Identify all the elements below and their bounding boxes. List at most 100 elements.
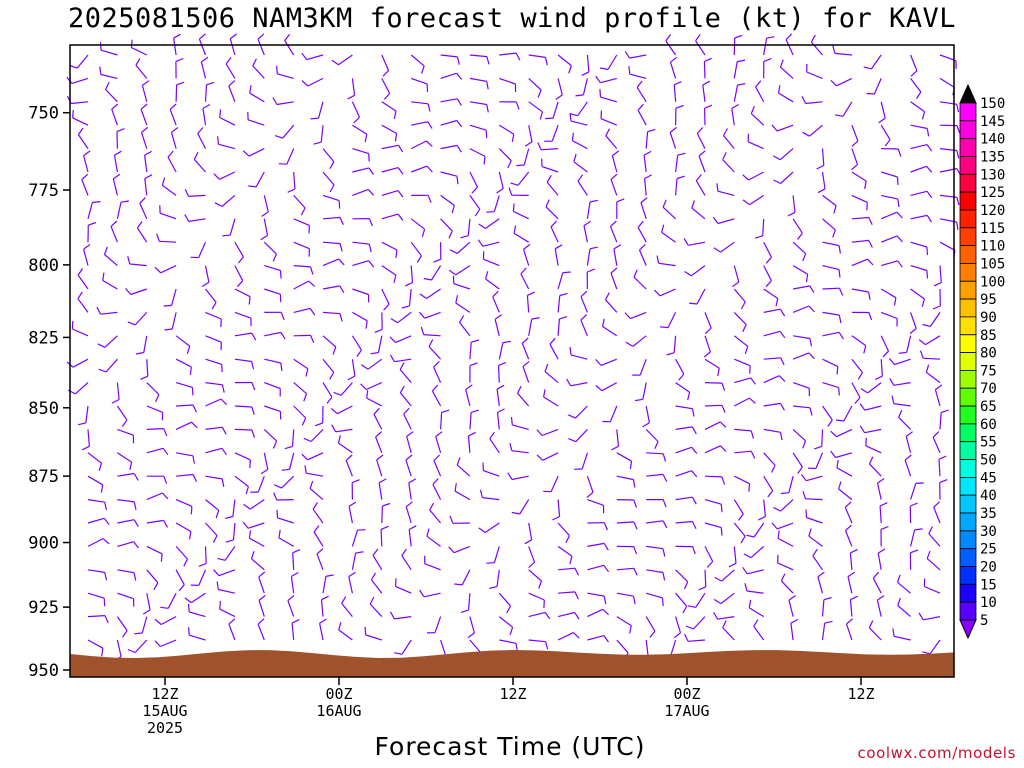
wind-barb [175, 545, 189, 567]
wind-barb [263, 428, 278, 449]
wind-barb [494, 314, 502, 336]
wind-barb [922, 639, 941, 655]
wind-barb [234, 332, 257, 341]
wind-barb [822, 287, 844, 296]
wind-barb [558, 591, 579, 600]
wind-barb [87, 569, 108, 581]
wind-barb [173, 33, 181, 56]
wind-barb [135, 335, 148, 355]
wind-barbs [66, 33, 962, 662]
wind-barb [313, 525, 324, 547]
credit-link[interactable]: coolwx.com/models [857, 744, 1016, 762]
wind-barb [616, 545, 638, 555]
wind-barb [290, 571, 299, 594]
colorbar-label: 60 [980, 417, 997, 433]
wind-barb [698, 150, 706, 173]
wind-barb [616, 592, 636, 605]
wind-barb [817, 171, 826, 194]
wind-barb [675, 426, 697, 435]
wind-barb [395, 578, 412, 594]
colorbar-swatch [959, 566, 977, 585]
wind-barb [662, 199, 677, 220]
x-tick-label: 17AUG [664, 702, 709, 720]
plot-frame [69, 44, 955, 678]
wind-barb [381, 54, 390, 77]
wind-barb [257, 618, 265, 641]
wind-barb [449, 515, 470, 524]
wind-barb [643, 150, 652, 173]
wind-barb [234, 265, 244, 288]
wind-barb [616, 567, 638, 576]
wind-barb [905, 431, 913, 453]
wind-barb [554, 244, 563, 266]
wind-barb [322, 335, 337, 355]
wind-barb [866, 78, 882, 95]
wind-barb [205, 398, 228, 407]
wind-barb [467, 431, 476, 453]
wind-barb [586, 246, 598, 266]
wind-barb [410, 165, 433, 173]
wind-barb [616, 452, 633, 470]
wind-barb [190, 241, 207, 259]
wind-barb [496, 408, 505, 430]
wind-barb [411, 194, 432, 203]
wind-barb [202, 103, 211, 126]
wind-barb [859, 425, 882, 434]
wind-barb [586, 199, 599, 219]
wind-barb [675, 175, 685, 196]
wind-barb [225, 57, 236, 79]
wind-barb [573, 153, 588, 173]
wind-barb [405, 454, 413, 477]
colorbar-swatch [959, 494, 977, 514]
wind-barb [204, 81, 215, 102]
wind-barb [406, 431, 414, 453]
y-tick-label: 825 [28, 328, 59, 348]
wind-barb [432, 478, 442, 500]
wind-barb [217, 546, 236, 561]
wind-barb [645, 616, 656, 638]
wind-barb [557, 545, 573, 565]
wind-barb [111, 382, 120, 404]
wind-barb [261, 195, 269, 217]
wind-barb [645, 128, 656, 149]
wind-barb [793, 405, 813, 416]
wind-barb [771, 522, 794, 530]
wind-barb [537, 142, 559, 151]
colorbar-label: 120 [980, 203, 1005, 219]
wind-barb [733, 522, 746, 544]
wind-barb [569, 113, 588, 126]
colorbar-label: 125 [980, 185, 1005, 201]
wind-barb [910, 482, 924, 500]
wind-barb [685, 616, 706, 630]
wind-barb [142, 593, 151, 615]
wind-barb [167, 150, 177, 173]
wind-barb [175, 499, 193, 515]
wind-barb [190, 569, 207, 586]
wind-barb [734, 450, 756, 459]
wind-barb [581, 54, 590, 76]
wind-barb [891, 395, 911, 407]
wind-barb [96, 306, 118, 315]
wind-barb [381, 265, 397, 284]
wind-barb [675, 569, 689, 590]
wind-barb [249, 85, 265, 103]
wind-barb [489, 569, 500, 589]
wind-barb [605, 128, 618, 149]
x-tick-label: 12Z [499, 685, 526, 703]
wind-barb [117, 452, 133, 471]
wind-barb [787, 195, 796, 217]
wind-barb [482, 251, 500, 267]
wind-barb [320, 595, 329, 617]
wind-barb [313, 125, 324, 145]
wind-barb [169, 103, 177, 126]
wind-barb [580, 314, 588, 337]
wind-barb [788, 595, 796, 617]
wind-barb [849, 595, 858, 617]
wind-barb [293, 265, 314, 275]
wind-barb [910, 288, 925, 307]
wind-barb [844, 501, 853, 524]
wind-barb [524, 522, 533, 545]
wind-barb [731, 265, 740, 288]
wind-barb [528, 569, 543, 589]
wind-barb [814, 429, 824, 450]
